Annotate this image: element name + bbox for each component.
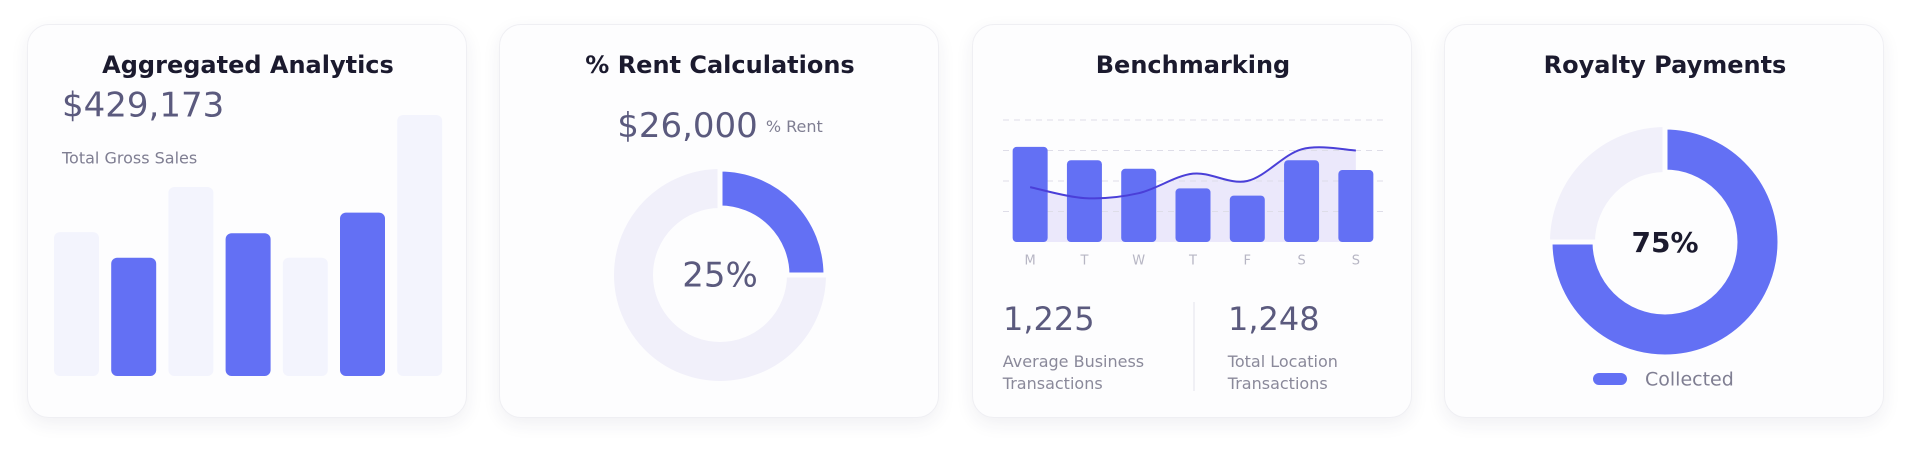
- line: [1029, 146, 1356, 200]
- donut-segment: [717, 166, 829, 278]
- legend-swatch: [1593, 373, 1628, 385]
- bar: [340, 212, 385, 376]
- bar: [54, 232, 99, 376]
- stat-value: 1,225: [1003, 300, 1095, 338]
- chart-title: Benchmarking: [1096, 51, 1290, 79]
- x-tick-label: S: [1297, 254, 1305, 269]
- bar: [1175, 188, 1211, 242]
- card: Aggregated Analytics $429,173 Total Gross …: [27, 24, 467, 418]
- headline-value: $26,000: [618, 106, 759, 146]
- headline-unit: % Rent: [766, 117, 823, 136]
- chart-title: Aggregated Analytics: [102, 51, 394, 79]
- x-tick-label: W: [1132, 254, 1145, 269]
- bar: [1121, 168, 1157, 242]
- chart: Royalty Payments 75% Collected: [1544, 51, 1787, 391]
- donut-label: 25%: [683, 256, 759, 296]
- stat-label: Average Business Transactions: [1002, 352, 1145, 393]
- chart-title: Royalty Payments: [1544, 51, 1787, 79]
- card: % Rent Calculations $26,000 % Rent 25%: [499, 24, 940, 418]
- bar: [397, 115, 443, 376]
- x-tick-label: T: [1079, 254, 1088, 269]
- stat-value: 1,248: [1228, 300, 1320, 338]
- bar: [1283, 160, 1319, 242]
- chart-title: % Rent Calculations: [586, 51, 855, 79]
- bar: [282, 257, 328, 376]
- bar: [1012, 146, 1048, 242]
- bar: [168, 186, 214, 376]
- stat-label: Total Location Transactions: [1227, 352, 1338, 393]
- bar: [1066, 160, 1102, 242]
- bar: [1338, 170, 1374, 242]
- card: Royalty Payments 75% Collected: [1444, 24, 1885, 418]
- chart: Benchmarking M T W T F S S 1,225 1,248: [1002, 51, 1383, 391]
- donut-segment: [1547, 124, 1783, 360]
- bar: [111, 257, 157, 376]
- x-tick-label: S: [1352, 254, 1360, 269]
- headline: $429,173: [62, 86, 224, 126]
- chart: Aggregated Analytics $429,173 Total Gross …: [54, 51, 443, 376]
- card: Benchmarking M T W T F S S 1,225 1,248 Average Bus…: [971, 24, 1412, 418]
- chart: % Rent Calculations $26,000 % Rent 25%: [586, 51, 855, 381]
- headline-label: Total Gross Sales: [61, 149, 197, 168]
- donut-label: 75%: [1632, 226, 1699, 259]
- headline: $26,000 % Rent: [618, 106, 824, 146]
- x-tick-label: T: [1188, 254, 1197, 269]
- legend-label: Collected: [1645, 369, 1734, 391]
- bar: [1229, 195, 1265, 242]
- x-tick-label: M: [1024, 254, 1035, 269]
- bar: [225, 233, 271, 376]
- x-tick-label: F: [1243, 254, 1250, 269]
